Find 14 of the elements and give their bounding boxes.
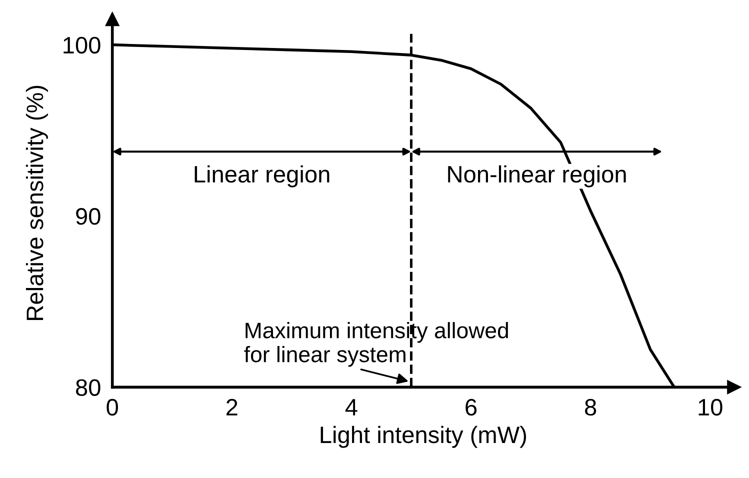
x-tick-label: 2 [226, 398, 238, 416]
x-axis-title: Light intensity (mW) [320, 426, 526, 448]
annotation: Maximum intensity allowed for linear system [244, 322, 508, 367]
x-tick-label: 4 [345, 399, 358, 416]
x-tick-label: 10 [698, 398, 722, 416]
y-axis-title: Relative sensitivity (%) [26, 86, 48, 320]
annotation: Linear region [194, 165, 330, 188]
y-tick-label: 80 [76, 379, 100, 396]
x-tick-label: 6 [466, 398, 477, 416]
x-tick-label: 0 [106, 398, 118, 416]
annotation: Non-linear region [448, 165, 626, 188]
y-tick-label: 100 [64, 36, 100, 54]
y-tick-label: 90 [76, 208, 100, 225]
x-tick-label: 8 [585, 398, 596, 416]
